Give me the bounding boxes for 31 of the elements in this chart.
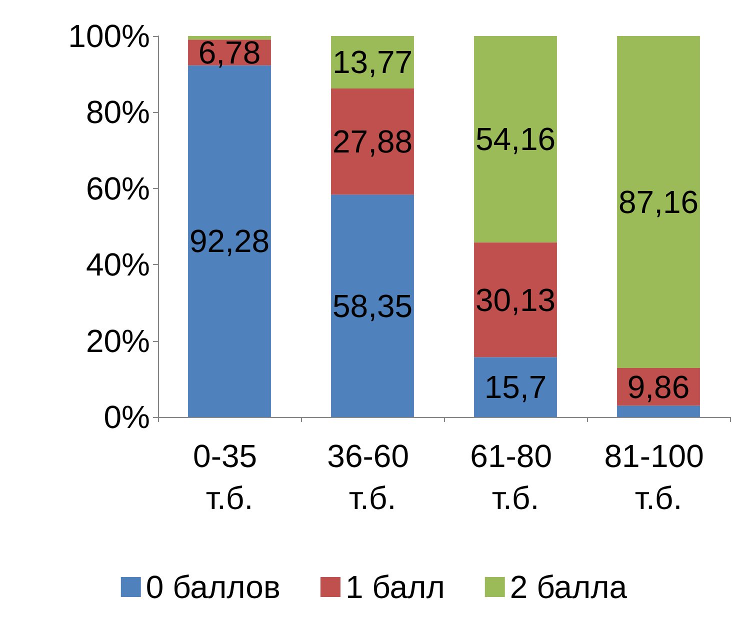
y-tick-label: 80%: [86, 94, 150, 130]
bar: [474, 36, 557, 242]
y-tick-label: 60%: [86, 170, 150, 206]
data-label: 30,13: [475, 282, 556, 318]
data-label: 13,77: [332, 44, 413, 80]
x-tick-label: 36-60 т.б.: [327, 438, 418, 516]
bar: [617, 406, 700, 417]
data-label: 58,35: [332, 288, 413, 324]
data-label: 15,7: [484, 369, 547, 406]
legend-label: 2 балла: [510, 569, 628, 605]
bar: [474, 242, 557, 358]
data-label: 6,78: [198, 34, 261, 70]
bar: [474, 357, 557, 417]
y-tick-label: 100%: [68, 18, 150, 54]
data-label: 87,16: [618, 184, 699, 220]
y-tick-label: 0%: [104, 399, 150, 435]
bar: [331, 194, 414, 417]
data-label: 54,16: [475, 121, 556, 158]
data-label: 9,86: [627, 368, 690, 405]
bar: [188, 36, 271, 40]
x-tick-label: 81-100 т.б.: [604, 438, 713, 516]
bar: [331, 88, 414, 195]
legend-label: 0 баллов: [146, 569, 280, 605]
x-tick-label: 0-35 т.б.: [193, 438, 266, 516]
bar: [617, 36, 700, 368]
x-tick-label: 61-80 т.б.: [470, 438, 561, 516]
legend-label: 1 балл: [345, 569, 445, 605]
y-tick-label: 40%: [86, 246, 150, 283]
data-label: 27,88: [332, 124, 413, 160]
data-label: 92,28: [189, 223, 270, 260]
y-tick-label: 20%: [86, 322, 150, 359]
